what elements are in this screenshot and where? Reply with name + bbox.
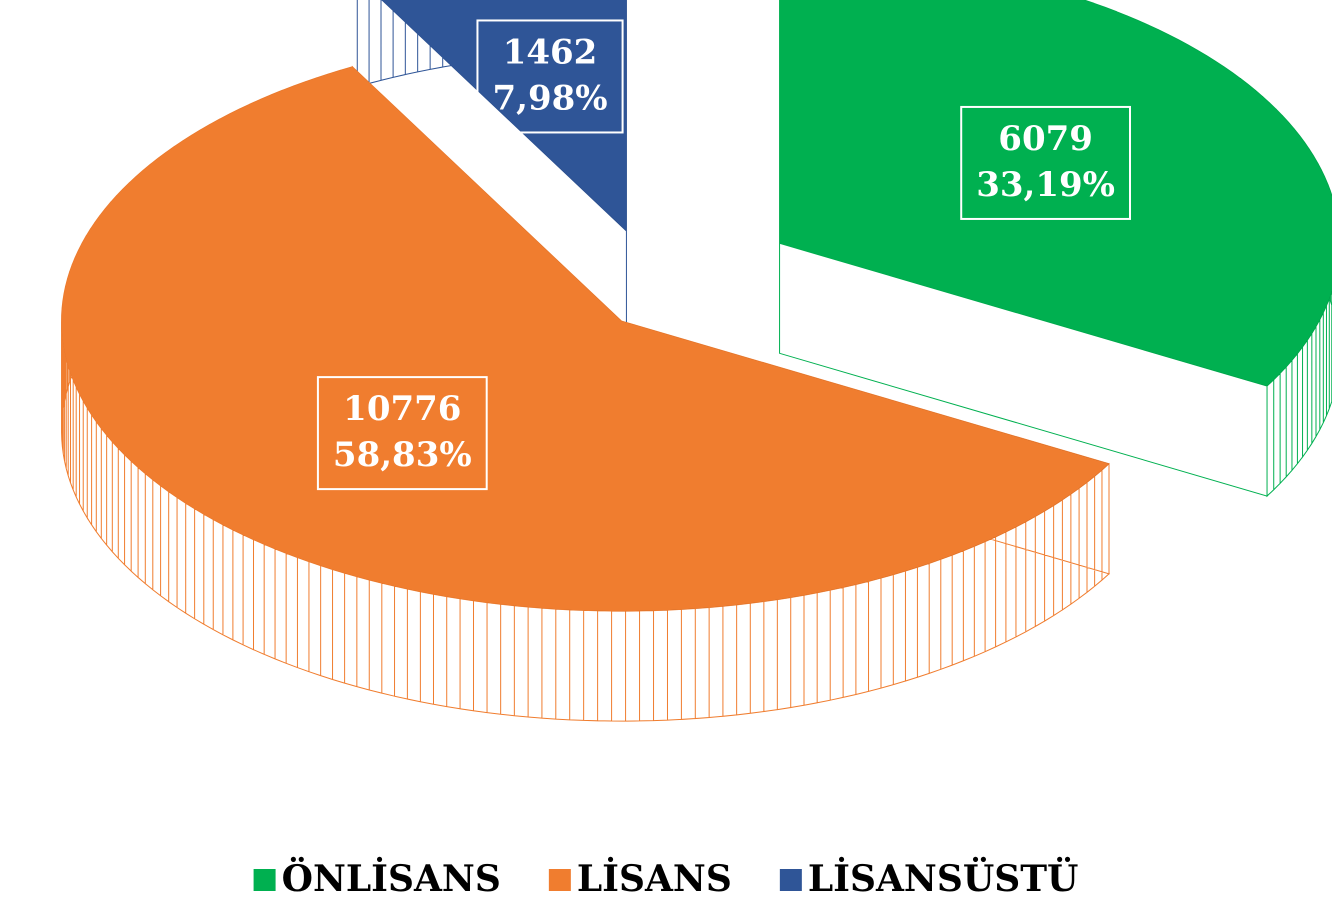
- slice: [61, 66, 1110, 612]
- slice-tops: [61, 0, 1332, 612]
- legend-label: LİSANS: [577, 857, 732, 900]
- legend-swatch: [548, 869, 571, 891]
- value-label: 6079: [998, 119, 1093, 159]
- legend-label: ÖNLİSANS: [282, 857, 501, 900]
- legend-swatch: [253, 869, 276, 891]
- legend-swatch: [779, 869, 802, 891]
- data-label: 6079 33,19%: [960, 105, 1131, 220]
- value-label: 10776: [343, 389, 461, 429]
- label-box: [960, 105, 1131, 220]
- percent-label: 7,98%: [492, 78, 607, 118]
- data-label: 1462 7,98%: [476, 19, 624, 134]
- label-box: [316, 376, 488, 491]
- label-box: [476, 19, 624, 134]
- data-label: 10776 58,83%: [316, 376, 488, 491]
- percent-label: 58,83%: [333, 435, 472, 475]
- slice: [779, 0, 1332, 387]
- data-labels: 6079 33,19% 10776 58,83% 1462 7,98%: [316, 19, 1131, 491]
- legend-label: LİSANSÜSTÜ: [808, 857, 1079, 900]
- percent-label: 33,19%: [976, 165, 1115, 205]
- legend: ÖNLİSANS LİSANS LİSANSÜSTÜ: [253, 857, 1079, 900]
- slice: [381, 0, 627, 231]
- value-label: 1462: [503, 32, 598, 72]
